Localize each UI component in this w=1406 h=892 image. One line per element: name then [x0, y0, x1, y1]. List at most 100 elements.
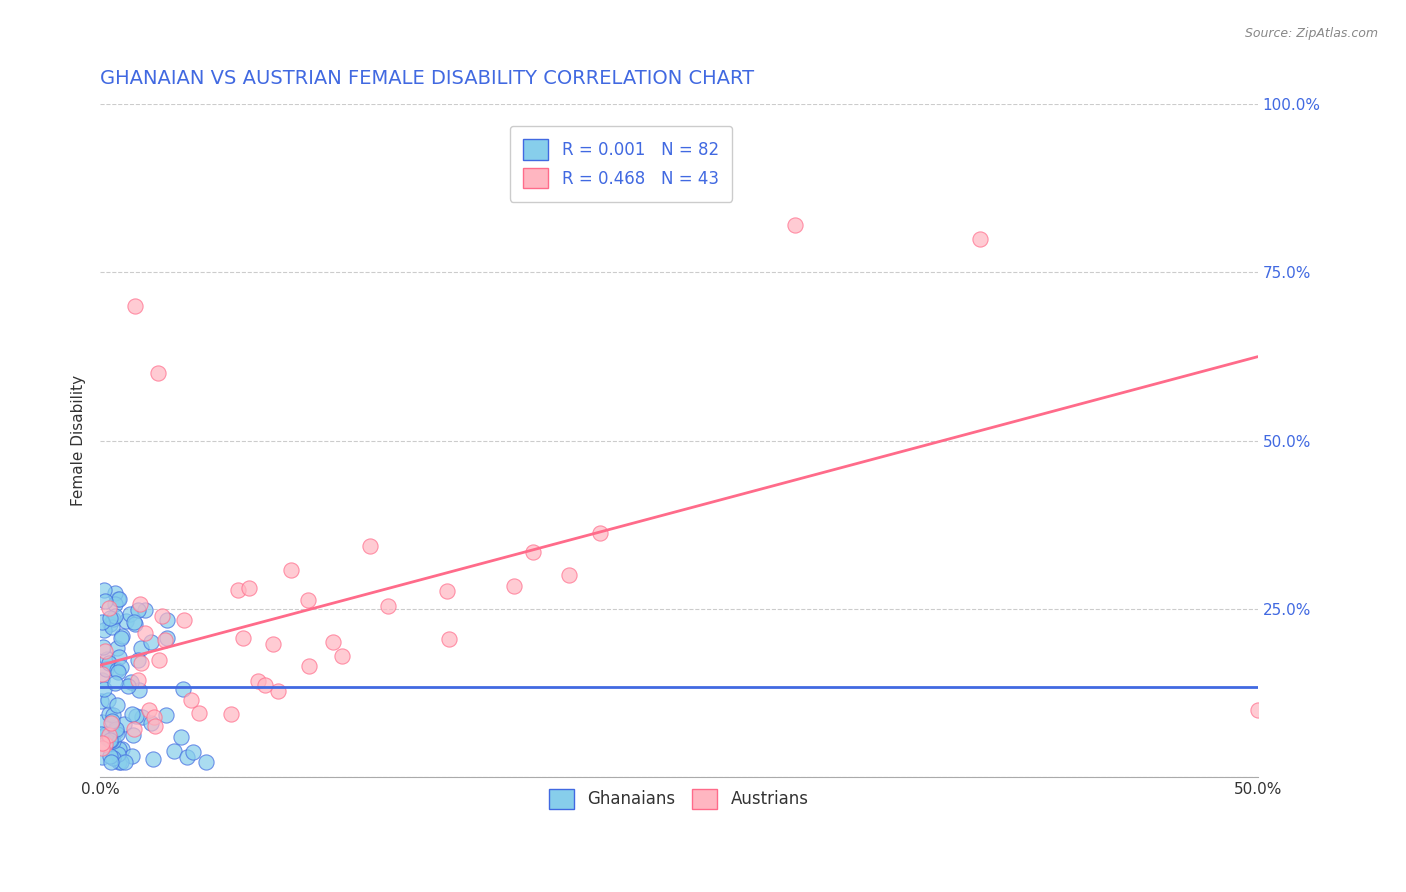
- Austrians: [97, 728, 120, 742]
- Ghanaians: [131, 710, 153, 724]
- Ghanaians: [110, 631, 132, 645]
- Ghanaians: [170, 731, 193, 745]
- Austrians: [138, 702, 160, 716]
- Point: [783, 219, 806, 233]
- Ghanaians: [181, 745, 204, 759]
- Ghanaians: [122, 728, 145, 742]
- Ghanaians: [104, 722, 127, 736]
- Y-axis label: Female Disability: Female Disability: [72, 375, 86, 506]
- Ghanaians: [101, 620, 124, 634]
- Austrians: [502, 579, 524, 593]
- Austrians: [122, 722, 145, 736]
- Ghanaians: [101, 750, 124, 764]
- Austrians: [280, 563, 302, 577]
- Ghanaians: [101, 734, 124, 748]
- Ghanaians: [93, 681, 115, 696]
- Ghanaians: [90, 615, 112, 629]
- Ghanaians: [121, 707, 143, 722]
- Austrians: [128, 597, 150, 611]
- Austrians: [142, 709, 165, 723]
- Austrians: [129, 656, 152, 670]
- Ghanaians: [104, 586, 127, 600]
- Ghanaians: [155, 708, 177, 723]
- Ghanaians: [141, 634, 163, 648]
- Ghanaians: [112, 717, 135, 731]
- Ghanaians: [100, 748, 122, 763]
- Ghanaians: [93, 582, 115, 597]
- Point: [553, 164, 575, 178]
- Austrians: [437, 632, 460, 646]
- Austrians: [238, 581, 260, 595]
- Austrians: [93, 644, 115, 658]
- Ghanaians: [117, 679, 139, 693]
- Ghanaians: [96, 662, 118, 676]
- Austrians: [232, 632, 254, 646]
- Ghanaians: [105, 723, 128, 738]
- Ghanaians: [139, 716, 162, 731]
- Ghanaians: [195, 755, 218, 769]
- Ghanaians: [105, 663, 128, 677]
- Austrians: [267, 683, 290, 698]
- Ghanaians: [91, 673, 114, 688]
- Austrians: [150, 609, 173, 624]
- Ghanaians: [94, 727, 117, 741]
- Ghanaians: [125, 709, 148, 723]
- Ghanaians: [120, 675, 142, 690]
- Ghanaians: [118, 607, 141, 621]
- Text: Source: ZipAtlas.com: Source: ZipAtlas.com: [1244, 27, 1378, 40]
- Ghanaians: [176, 750, 198, 764]
- Austrians: [100, 715, 122, 730]
- Austrians: [254, 678, 277, 692]
- Ghanaians: [134, 603, 156, 617]
- Ghanaians: [91, 640, 114, 654]
- Ghanaians: [129, 641, 152, 656]
- Austrians: [330, 649, 353, 664]
- Austrians: [91, 736, 114, 750]
- Ghanaians: [105, 641, 128, 656]
- Austrians: [262, 637, 284, 651]
- Ghanaians: [107, 698, 129, 713]
- Austrians: [188, 706, 211, 720]
- Austrians: [173, 613, 195, 627]
- Ghanaians: [93, 624, 115, 638]
- Austrians: [589, 525, 612, 540]
- Austrians: [153, 632, 176, 647]
- Ghanaians: [156, 631, 179, 645]
- Ghanaians: [121, 749, 143, 764]
- Text: GHANAIAN VS AUSTRIAN FEMALE DISABILITY CORRELATION CHART: GHANAIAN VS AUSTRIAN FEMALE DISABILITY C…: [100, 69, 754, 87]
- Austrians: [127, 673, 149, 688]
- Ghanaians: [91, 750, 114, 764]
- Ghanaians: [100, 732, 122, 747]
- Ghanaians: [127, 653, 149, 667]
- Ghanaians: [107, 591, 129, 606]
- Point: [969, 232, 991, 246]
- Ghanaians: [104, 608, 127, 623]
- Austrians: [522, 545, 544, 559]
- Austrians: [558, 568, 581, 582]
- Ghanaians: [103, 708, 125, 723]
- Ghanaians: [110, 660, 132, 674]
- Austrians: [247, 674, 270, 689]
- Ghanaians: [124, 617, 146, 632]
- Ghanaians: [141, 752, 163, 766]
- Ghanaians: [105, 727, 128, 741]
- Ghanaians: [101, 714, 124, 728]
- Austrians: [298, 659, 321, 673]
- Austrians: [91, 667, 114, 681]
- Ghanaians: [111, 629, 134, 643]
- Ghanaians: [108, 650, 131, 665]
- Ghanaians: [91, 714, 114, 729]
- Austrians: [359, 540, 381, 554]
- Point: [1247, 703, 1270, 717]
- Ghanaians: [107, 591, 129, 606]
- Point: [124, 299, 146, 313]
- Ghanaians: [101, 611, 124, 625]
- Ghanaians: [128, 682, 150, 697]
- Ghanaians: [107, 665, 129, 679]
- Ghanaians: [108, 755, 131, 769]
- Ghanaians: [97, 707, 120, 722]
- Ghanaians: [124, 615, 146, 629]
- Ghanaians: [108, 741, 131, 756]
- Austrians: [148, 653, 170, 667]
- Austrians: [143, 719, 166, 733]
